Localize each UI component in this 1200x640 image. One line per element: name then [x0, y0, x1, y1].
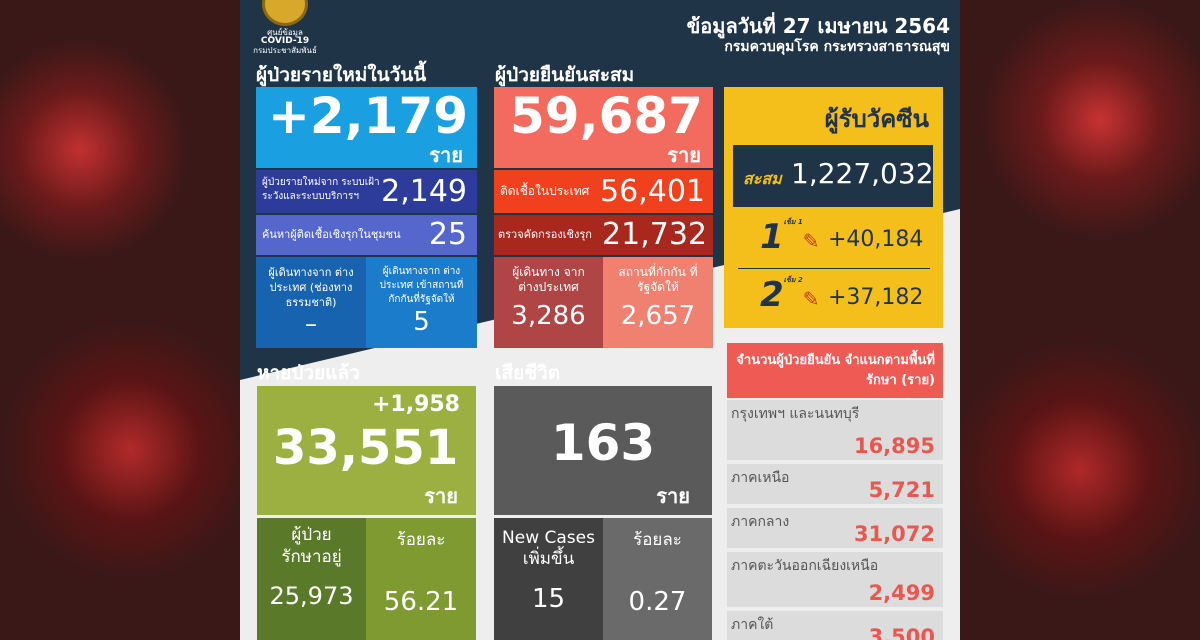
infographic: ศูนย์ข้อมูล COVID-19 กรมประชาสัมพันธ์ ข้…: [240, 0, 960, 640]
screening-value: 21,732: [602, 217, 707, 252]
natural-channel-cell: ผู้เดินทางจาก ต่างประเทศ (ช่องทางธรรมชาต…: [256, 257, 366, 348]
screening-label: ตรวจคัดกรองเชิงรุก: [498, 228, 592, 241]
vaccine-total-box: สะสม 1,227,032: [733, 145, 934, 207]
logo-text-bottom: กรมประชาสัมพันธ์: [253, 46, 317, 55]
travelers-value: 3,286: [511, 301, 586, 331]
treating-value: 25,973: [269, 582, 354, 610]
travelers-cell: ผู้เดินทาง จากต่างประเทศ 3,286: [494, 257, 603, 348]
natural-value: –: [305, 310, 317, 338]
community-row: ค้นหาผู้ติดเชื้อเชิงรุกในชุมชน 25: [256, 215, 477, 255]
state-quarantine-cell: สถานที่กักกัน ที่รัฐจัดให้ 2,657: [603, 257, 713, 348]
dose2-label: เข็ม 2: [783, 276, 803, 284]
recovered-percent-label: ร้อยละ: [396, 530, 446, 550]
community-value: 25: [428, 217, 467, 252]
unit: ราย: [429, 143, 463, 167]
region-row: ภาคกลาง 31,072: [727, 508, 943, 548]
treating-label: ผู้ป่วย รักษาอยู่: [281, 525, 342, 567]
date: ข้อมูลวันที่ 27 เมษายน 2564: [686, 14, 950, 38]
community-label: ค้นหาผู้ติดเชื้อเชิงรุกในชุมชน: [262, 228, 401, 241]
travelers-label: ผู้เดินทาง จากต่างประเทศ: [512, 265, 585, 294]
state-quarantine-label: สถานที่กักกัน ที่รัฐจัดให้: [618, 265, 698, 294]
region-name: ภาคตะวันออกเฉียงเหนือ: [731, 558, 879, 574]
state-quarantine-value: 2,657: [620, 301, 696, 331]
region-value: 3,500: [868, 625, 935, 640]
dose1-value: +40,184: [828, 227, 924, 252]
treating-cell: ผู้ป่วย รักษาอยู่ 25,973: [257, 518, 366, 640]
region-row: กรุงเทพฯ และนนทบุรี 16,895: [727, 400, 943, 460]
vaccine-total-label: สะสม: [743, 169, 782, 188]
new-cases-total-box: +2,179 ราย: [256, 87, 477, 168]
quarantine-label: ผู้เดินทางจาก ต่างประเทศ เข้าสถานที่กักก…: [379, 266, 464, 305]
natural-label: ผู้เดินทางจาก ต่างประเทศ (ช่องทางธรรมชาต…: [268, 266, 354, 309]
quarantine-value: 5: [413, 307, 430, 337]
deaths-box: 163 ราย: [494, 386, 712, 515]
unit: ราย: [656, 484, 690, 508]
source: กรมควบคุมโรค กระทรวงสาธารณสุข: [724, 39, 950, 55]
unit: ราย: [667, 143, 701, 167]
region-value: 31,072: [853, 522, 935, 546]
region-value: 5,721: [868, 478, 935, 502]
vaccine-divider: [738, 268, 930, 269]
surveillance-label: ผู้ป่วยรายใหม่จาก ระบบเฝ้าระวังและระบบบร…: [262, 177, 380, 202]
new-deaths-cell: New Cases เพิ่มขึ้น 15: [494, 518, 603, 640]
vaccine-box: ผู้รับวัคซีน สะสม 1,227,032 1เข็ม 1✎ +40…: [724, 87, 943, 328]
region-name: ภาคกลาง: [731, 514, 790, 530]
recovered-box: +1,958 33,551 ราย: [257, 386, 476, 515]
cumulative-total-box: 59,687 ราย: [494, 87, 713, 168]
logo-text: ศูนย์ข้อมูล COVID-19 กรมประชาสัมพันธ์: [245, 28, 325, 55]
domestic-row: ติดเชื้อในประเทศ 56,401: [494, 170, 713, 213]
deaths-percent-cell: ร้อยละ 0.27: [603, 518, 712, 640]
region-row: ภาคใต้ 3,500: [727, 611, 943, 640]
domestic-label: ติดเชื้อในประเทศ: [500, 184, 590, 198]
new-cases-total: +2,179: [268, 87, 469, 145]
dose2-icon: 2เข็ม 2✎: [760, 275, 820, 315]
cumulative-title: ผู้ป่วยยืนยันสะสม: [495, 64, 635, 86]
recovered-percent-value: 56.21: [383, 587, 459, 617]
recovered-percent-cell: ร้อยละ 56.21: [366, 518, 476, 640]
regions-header: จำนวนผู้ป่วยยืนยัน จำแนกตามพื้นที่รักษา …: [727, 343, 943, 398]
deaths-title: เสียชีวิต: [495, 362, 561, 384]
surveillance-row: ผู้ป่วยรายใหม่จาก ระบบเฝ้าระวังและระบบบร…: [256, 170, 477, 213]
region-row: ภาคตะวันออกเฉียงเหนือ 2,499: [727, 552, 943, 607]
screening-row: ตรวจคัดกรองเชิงรุก 21,732: [494, 215, 713, 255]
recovered-increase: +1,958: [371, 392, 460, 417]
logo-text-top: ศูนย์ข้อมูล: [267, 28, 303, 37]
unit: ราย: [424, 484, 458, 508]
vaccine-title: ผู้รับวัคซีน: [824, 105, 929, 133]
recovered-title: หายป่วยแล้ว: [257, 362, 360, 384]
vaccine-total: 1,227,032: [791, 157, 934, 190]
dose1-icon: 1เข็ม 1✎: [760, 217, 820, 257]
deaths-percent-value: 0.27: [628, 587, 687, 617]
domestic-value: 56,401: [600, 174, 705, 209]
new-deaths-value: 15: [531, 584, 566, 614]
region-name: กรุงเทพฯ และนนทบุรี: [731, 406, 860, 422]
region-name: ภาคเหนือ: [731, 470, 790, 486]
quarantine-cell: ผู้เดินทางจาก ต่างประเทศ เข้าสถานที่กักก…: [366, 257, 477, 348]
surveillance-value: 2,149: [381, 174, 467, 209]
region-name: ภาคใต้: [731, 617, 774, 633]
regions-title: จำนวนผู้ป่วยยืนยัน จำแนกตามพื้นที่รักษา …: [736, 353, 935, 388]
deaths-percent-label: ร้อยละ: [633, 530, 682, 550]
region-value: 2,499: [868, 581, 935, 605]
regions-list: กรุงเทพฯ และนนทบุรี 16,895 ภาคเหนือ 5,721 ภา…: [727, 400, 943, 640]
region-row: ภาคเหนือ 5,721: [727, 464, 943, 504]
recovered-total: 33,551: [273, 420, 459, 476]
dose2-value: +37,182: [828, 285, 924, 310]
deaths-total: 163: [550, 414, 656, 472]
new-deaths-label: New Cases เพิ่มขึ้น: [502, 528, 595, 569]
region-value: 16,895: [853, 434, 935, 458]
logo-text-main: COVID-19: [260, 36, 310, 46]
dose1-label: เข็ม 1: [783, 218, 803, 226]
cumulative-total: 59,687: [510, 87, 703, 145]
new-cases-title: ผู้ป่วยรายใหม่ในวันนี้: [256, 64, 427, 86]
